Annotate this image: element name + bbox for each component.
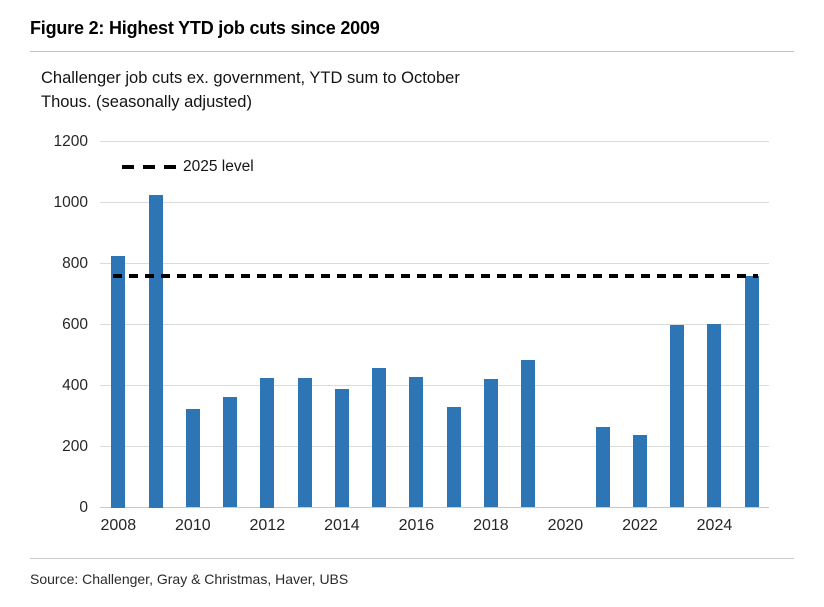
legend-label: 2025 level (183, 158, 254, 175)
x-axis-label: 2018 (473, 517, 509, 534)
dashed-line-legend-swatch (122, 165, 180, 169)
bar-2009 (148, 194, 163, 508)
chart-subtitle-line2: Thous. (seasonally adjusted) (41, 93, 252, 111)
bar-chart: 2025 level 0 200 400 600 800 1000 1200 2008 2010… (53, 132, 769, 534)
bar-2016 (409, 376, 424, 508)
y-axis-label: 1200 (53, 132, 88, 150)
y-axis-label: 800 (62, 254, 88, 272)
y-axis-label: 0 (79, 498, 88, 516)
bar-2024 (707, 323, 722, 508)
bar-2014 (334, 389, 349, 508)
bar-2013 (297, 378, 312, 508)
legend: 2025 level (122, 158, 254, 176)
gridline (100, 202, 769, 203)
bar-2011 (223, 396, 238, 508)
chart-subtitle-line1: Challenger job cuts ex. government, YTD … (41, 69, 460, 87)
footer-divider (30, 558, 794, 559)
x-axis-label: 2012 (249, 517, 286, 534)
figure-title: Figure 2: Highest YTD job cuts since 200… (30, 18, 380, 38)
gridline (100, 385, 769, 386)
bar-2008 (111, 255, 126, 508)
bar-2023 (670, 325, 685, 508)
gridline (100, 263, 769, 264)
bar-2012 (260, 377, 275, 508)
gridline (100, 141, 769, 142)
x-axis-label: 2014 (324, 517, 360, 534)
reference-line-2025-level (113, 273, 758, 278)
gridline (100, 446, 769, 447)
x-axis-line (100, 507, 769, 508)
title-divider (30, 51, 794, 52)
y-axis-label: 400 (62, 376, 88, 394)
x-axis-label: 2022 (622, 517, 658, 534)
bar-2018 (483, 378, 498, 508)
gridline (100, 324, 769, 325)
y-axis-label: 600 (62, 315, 88, 333)
bar-2017 (446, 406, 461, 508)
y-axis-label: 1000 (53, 193, 88, 211)
x-axis-label: 2016 (398, 517, 435, 534)
y-axis-label: 200 (62, 437, 88, 455)
x-axis-label: 2010 (175, 517, 211, 534)
bar-2010 (185, 409, 200, 508)
x-axis-label: 2024 (696, 517, 733, 534)
x-axis-label: 2020 (547, 517, 584, 534)
bar-2019 (521, 360, 536, 508)
bar-2022 (632, 434, 647, 508)
source-note: Source: Challenger, Gray & Christmas, Ha… (30, 571, 349, 587)
bar-2021 (595, 427, 610, 508)
chart-subtitle: Challenger job cuts ex. government, YTD … (41, 66, 460, 114)
x-axis-label: 2008 (100, 517, 137, 534)
bar-2025 (744, 275, 759, 508)
bar-2015 (372, 367, 387, 508)
